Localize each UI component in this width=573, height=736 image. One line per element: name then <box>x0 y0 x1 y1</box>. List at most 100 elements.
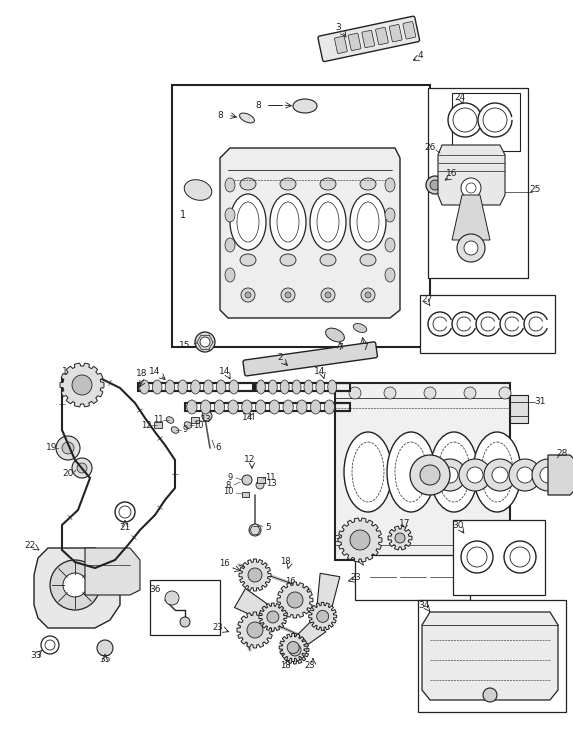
Ellipse shape <box>225 178 235 192</box>
Polygon shape <box>34 548 120 628</box>
Ellipse shape <box>242 400 252 414</box>
Bar <box>154 422 162 428</box>
Ellipse shape <box>185 180 212 200</box>
Text: 5: 5 <box>265 523 271 533</box>
Ellipse shape <box>385 178 395 192</box>
Text: 22: 22 <box>25 540 36 550</box>
Ellipse shape <box>187 400 197 414</box>
Text: 16: 16 <box>446 169 458 179</box>
Circle shape <box>202 411 212 421</box>
Circle shape <box>56 436 80 460</box>
Ellipse shape <box>387 432 435 512</box>
Circle shape <box>119 506 131 518</box>
Circle shape <box>321 288 335 302</box>
Text: 14: 14 <box>219 367 231 377</box>
Circle shape <box>420 465 440 485</box>
Text: 23: 23 <box>305 660 315 670</box>
Ellipse shape <box>225 238 235 252</box>
Text: 18: 18 <box>280 660 291 670</box>
Polygon shape <box>85 548 140 595</box>
Circle shape <box>459 459 491 491</box>
Bar <box>150 580 220 635</box>
Ellipse shape <box>350 194 386 250</box>
Text: 36: 36 <box>149 586 161 595</box>
Circle shape <box>241 288 255 302</box>
Ellipse shape <box>240 113 254 123</box>
Ellipse shape <box>320 254 336 266</box>
Circle shape <box>509 459 541 491</box>
Ellipse shape <box>293 99 317 113</box>
FancyBboxPatch shape <box>243 342 378 376</box>
Circle shape <box>287 592 303 608</box>
Ellipse shape <box>166 417 174 423</box>
Polygon shape <box>237 612 273 648</box>
Polygon shape <box>239 559 271 591</box>
Ellipse shape <box>292 380 301 394</box>
Polygon shape <box>220 148 400 318</box>
Circle shape <box>410 455 450 495</box>
Circle shape <box>63 573 87 597</box>
Text: 17: 17 <box>399 520 411 528</box>
Text: 18: 18 <box>280 557 291 567</box>
Ellipse shape <box>328 380 337 394</box>
Ellipse shape <box>201 400 211 414</box>
Bar <box>452 93 520 151</box>
Text: 12: 12 <box>141 420 151 430</box>
Text: 12: 12 <box>244 456 256 464</box>
Text: 23: 23 <box>351 573 362 581</box>
Text: 34: 34 <box>418 601 430 610</box>
Circle shape <box>448 103 482 137</box>
Circle shape <box>41 636 59 654</box>
Text: 16: 16 <box>219 559 229 568</box>
Text: 30: 30 <box>452 522 464 531</box>
Polygon shape <box>422 612 558 700</box>
Circle shape <box>287 642 299 654</box>
Circle shape <box>325 292 331 298</box>
Ellipse shape <box>385 268 395 282</box>
Ellipse shape <box>152 380 162 394</box>
Circle shape <box>245 292 251 298</box>
Circle shape <box>180 617 190 627</box>
Circle shape <box>426 176 444 194</box>
Ellipse shape <box>229 380 238 394</box>
Ellipse shape <box>225 208 235 222</box>
Polygon shape <box>338 518 382 562</box>
Bar <box>355 555 470 600</box>
Ellipse shape <box>268 380 277 394</box>
Circle shape <box>361 288 375 302</box>
Text: 8: 8 <box>255 101 261 110</box>
Circle shape <box>457 234 485 262</box>
Circle shape <box>242 475 252 485</box>
Circle shape <box>532 459 564 491</box>
Circle shape <box>317 610 329 623</box>
Text: 6: 6 <box>215 444 221 453</box>
FancyBboxPatch shape <box>348 33 361 51</box>
Circle shape <box>249 524 261 536</box>
Ellipse shape <box>310 194 346 250</box>
Ellipse shape <box>257 380 265 394</box>
Circle shape <box>248 568 262 582</box>
Circle shape <box>467 467 483 483</box>
Ellipse shape <box>304 380 313 394</box>
Bar <box>428 88 528 278</box>
Circle shape <box>349 387 361 399</box>
Polygon shape <box>309 602 337 630</box>
Polygon shape <box>277 582 313 618</box>
Circle shape <box>195 332 215 352</box>
Bar <box>242 492 249 497</box>
FancyBboxPatch shape <box>362 30 375 48</box>
Ellipse shape <box>360 178 376 190</box>
Text: 35: 35 <box>99 656 111 665</box>
Text: 14: 14 <box>315 367 325 377</box>
Ellipse shape <box>228 400 238 414</box>
Ellipse shape <box>354 324 367 333</box>
Ellipse shape <box>297 400 307 414</box>
Circle shape <box>267 611 279 623</box>
Ellipse shape <box>280 178 296 190</box>
Text: 32: 32 <box>334 536 346 545</box>
Text: 16: 16 <box>62 367 74 377</box>
Polygon shape <box>289 618 326 652</box>
Text: 14: 14 <box>150 367 160 377</box>
Ellipse shape <box>216 380 226 394</box>
Circle shape <box>281 288 295 302</box>
